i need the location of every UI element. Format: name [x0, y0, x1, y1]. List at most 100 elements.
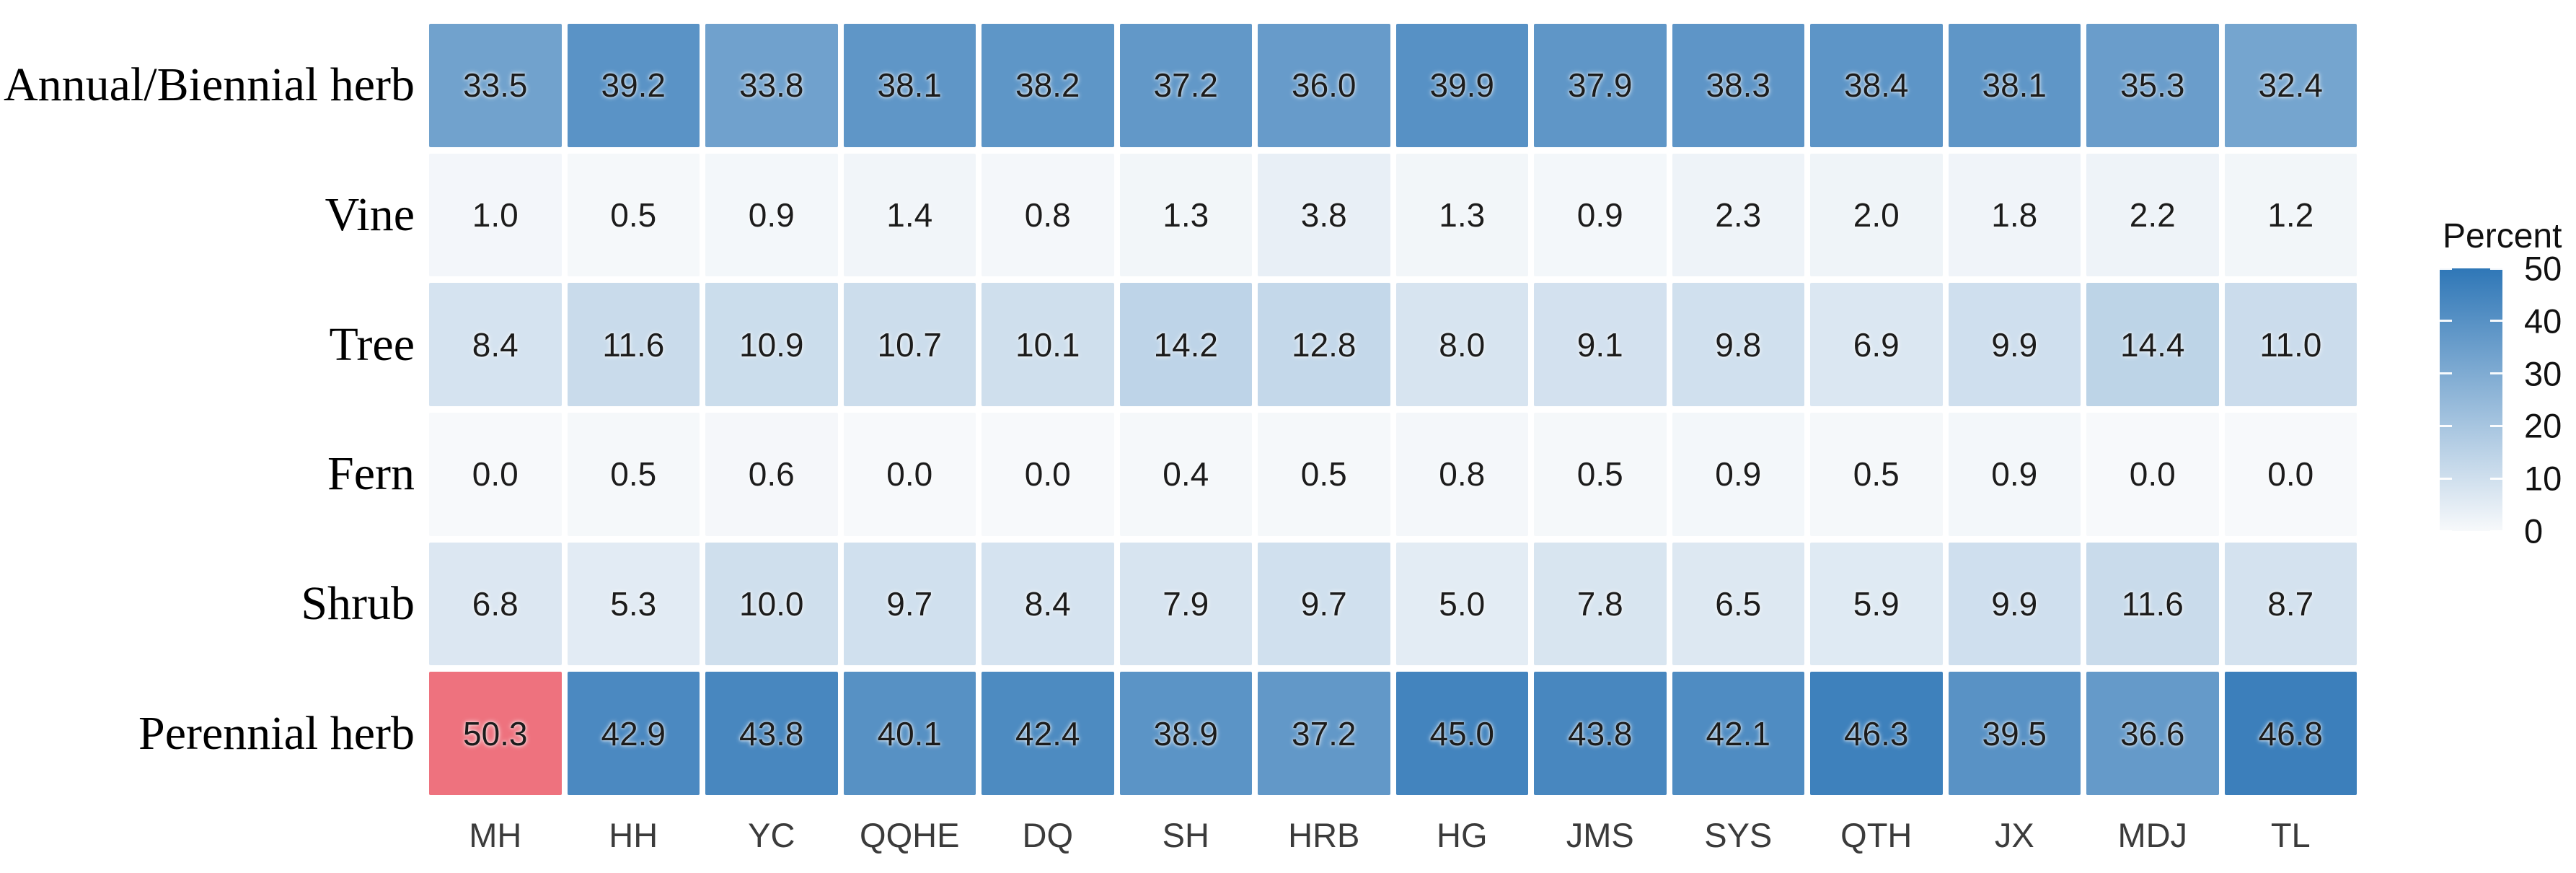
heatmap-cell: 9.1 — [1534, 283, 1667, 406]
heatmap-cell: 2.2 — [2086, 153, 2219, 277]
cell-value: 37.2 — [1291, 714, 1357, 753]
legend-tick-label: 20 — [2524, 406, 2562, 445]
heatmap-cell: 38.9 — [1119, 672, 1252, 795]
cell-value: 10.0 — [738, 584, 804, 623]
cell-value: 0.6 — [748, 455, 795, 493]
x-axis-label: TL — [2270, 815, 2311, 854]
cell-value: 11.6 — [602, 325, 665, 364]
cell-value: 0.5 — [610, 196, 657, 234]
heatmap-cell: 0.0 — [2224, 413, 2357, 536]
heatmap-cell: 0.0 — [843, 413, 976, 536]
heatmap-cell: 50.3 — [429, 672, 562, 795]
cell-value: 38.3 — [1706, 66, 1771, 105]
heatmap-cell: 7.9 — [1119, 542, 1252, 666]
cell-value: 8.4 — [472, 325, 519, 364]
x-axis-label: SH — [1162, 815, 1209, 854]
cell-value: 42.4 — [1015, 714, 1080, 753]
cell-value: 0.0 — [2129, 455, 2176, 493]
heatmap-cell: 37.2 — [1119, 24, 1252, 147]
cell-value: 0.9 — [1715, 455, 1762, 493]
heatmap-cell: 45.0 — [1395, 672, 1528, 795]
heatmap-cell: 9.9 — [1948, 542, 2081, 666]
heatmap-cell: 0.0 — [982, 413, 1114, 536]
heatmap-cell: 1.3 — [1395, 153, 1528, 277]
heatmap-cell: 0.0 — [429, 413, 562, 536]
heatmap-cell: 9.8 — [1672, 283, 1804, 406]
heatmap-cell: 36.0 — [1258, 24, 1390, 147]
cell-value: 1.3 — [1439, 196, 1486, 234]
heatmap-cell: 11.6 — [567, 283, 700, 406]
cell-value: 0.5 — [1576, 455, 1623, 493]
cell-value: 1.4 — [886, 196, 933, 234]
cell-value: 14.2 — [1153, 325, 1219, 364]
heatmap-cell: 10.1 — [982, 283, 1114, 406]
heatmap-cell: 0.9 — [1672, 413, 1804, 536]
heatmap-cell: 12.8 — [1258, 283, 1390, 406]
cell-value: 1.8 — [1991, 196, 2038, 234]
heatmap-cell: 35.3 — [2086, 24, 2219, 147]
cell-value: 3.8 — [1300, 196, 1347, 234]
y-axis-label: Fern — [327, 447, 415, 501]
heatmap-cell: 0.8 — [1395, 413, 1528, 536]
x-axis-label: SYS — [1704, 815, 1773, 854]
x-axis-label: HG — [1437, 815, 1488, 854]
heatmap-cell: 10.9 — [705, 283, 838, 406]
heatmap-cell: 10.0 — [705, 542, 838, 666]
heatmap-cell: 39.9 — [1395, 24, 1528, 147]
heatmap-cell: 46.8 — [2224, 672, 2357, 795]
cell-value: 40.1 — [877, 714, 943, 753]
y-axis-label: Vine — [325, 188, 415, 241]
heatmap-cell: 1.8 — [1948, 153, 2081, 277]
heatmap-cell: 8.7 — [2224, 542, 2357, 666]
heatmap-cell: 2.3 — [1672, 153, 1804, 277]
cell-value: 9.9 — [1991, 325, 2038, 364]
legend-tick-label: 0 — [2524, 512, 2544, 550]
legend-gradient-bar — [2440, 267, 2502, 532]
heatmap-cell: 33.5 — [429, 24, 562, 147]
cell-value: 0.5 — [1300, 455, 1347, 493]
cell-value: 39.2 — [601, 66, 666, 105]
cell-value: 38.2 — [1015, 66, 1080, 105]
heatmap-cell: 39.2 — [567, 24, 700, 147]
x-axis-labels: MH HH YC QQHE DQ SH HRB HG JMS SYS QTH JX MDJ TL — [429, 810, 2357, 860]
heatmap-cell: 0.5 — [1258, 413, 1390, 536]
cell-value: 0.0 — [2267, 455, 2314, 493]
x-axis-label: HH — [609, 815, 658, 854]
y-axis-label: Tree — [329, 317, 415, 371]
x-axis-label: HRB — [1288, 815, 1360, 854]
cell-value: 9.7 — [1300, 584, 1347, 623]
x-axis-label: YC — [748, 815, 795, 854]
heatmap-cell: 5.3 — [567, 542, 700, 666]
legend-tick-mark — [2490, 372, 2502, 375]
heatmap-cell: 5.9 — [1810, 542, 1943, 666]
cell-value: 6.5 — [1715, 584, 1762, 623]
heatmap-cell: 7.8 — [1534, 542, 1667, 666]
heatmap-cell: 6.9 — [1810, 283, 1943, 406]
cell-value: 7.9 — [1163, 584, 1209, 623]
cell-value: 10.7 — [877, 325, 943, 364]
cell-value: 0.0 — [472, 455, 519, 493]
cell-value: 10.9 — [738, 325, 804, 364]
cell-value: 12.8 — [1291, 325, 1357, 364]
cell-value: 2.3 — [1715, 196, 1762, 234]
heatmap-cell: 9.7 — [843, 542, 976, 666]
heatmap-cell: 37.2 — [1258, 672, 1390, 795]
heatmap-cell: 0.9 — [1534, 153, 1667, 277]
heatmap-cell: 42.9 — [567, 672, 700, 795]
cell-value: 36.6 — [2120, 714, 2185, 753]
heatmap-cell: 0.5 — [567, 413, 700, 536]
heatmap-cell: 2.0 — [1810, 153, 1943, 277]
heatmap-cell: 0.4 — [1119, 413, 1252, 536]
cell-value: 42.9 — [601, 714, 666, 753]
cell-value: 38.1 — [877, 66, 943, 105]
cell-value: 37.2 — [1153, 66, 1219, 105]
cell-value: 39.9 — [1429, 66, 1495, 105]
legend-tick-mark — [2440, 372, 2452, 375]
cell-value: 37.9 — [1567, 66, 1633, 105]
cell-value: 0.9 — [748, 196, 795, 234]
x-axis-label: QTH — [1840, 815, 1913, 854]
cell-value: 14.4 — [2120, 325, 2185, 364]
legend-tick-mark — [2490, 424, 2502, 427]
heatmap-cell: 10.7 — [843, 283, 976, 406]
